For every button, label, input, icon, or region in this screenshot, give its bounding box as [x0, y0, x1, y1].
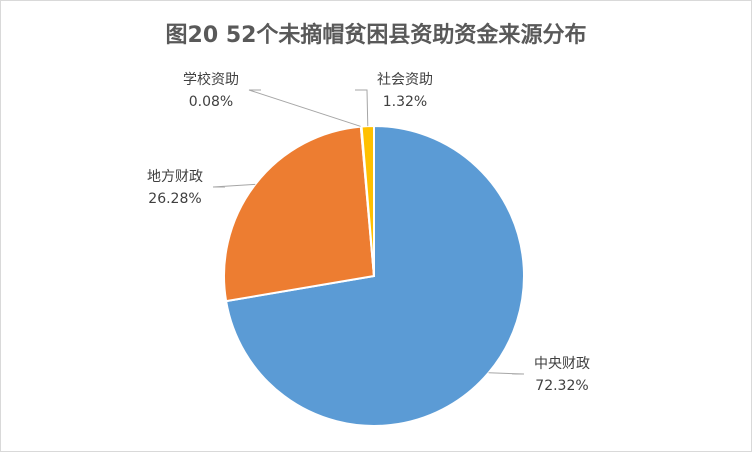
- data-label-name: 社会资助: [377, 72, 433, 88]
- pie-slice: [224, 124, 525, 427]
- leader-line: [355, 89, 369, 127]
- data-label-value: 26.28%: [148, 191, 201, 207]
- leader-line: [488, 372, 525, 375]
- pie-slice: [223, 125, 376, 303]
- data-label-name: 中央财政: [534, 356, 590, 372]
- data-label-value: 72.32%: [535, 378, 588, 394]
- pie-slice: [360, 124, 375, 277]
- data-label-name: 地方财政: [147, 169, 203, 185]
- leader-line: [212, 183, 256, 188]
- data-label-value: 1.32%: [383, 94, 427, 110]
- data-label-name: 学校资助: [183, 71, 239, 88]
- data-label-value: 0.08%: [189, 94, 233, 110]
- leader-line: [248, 89, 362, 128]
- chart-title: 图20 52个未摘帽贫困县资助资金来源分布: [166, 22, 587, 48]
